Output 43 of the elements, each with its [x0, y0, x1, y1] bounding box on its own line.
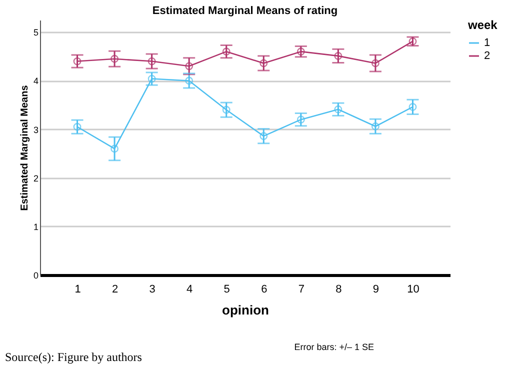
point — [334, 52, 342, 60]
x-tick-label: 9 — [372, 284, 380, 296]
y-tick-label: 5 — [33, 28, 38, 38]
point — [73, 57, 82, 66]
point — [148, 57, 156, 66]
y-tick-label: 1 — [33, 222, 38, 232]
point — [73, 122, 82, 131]
point — [222, 48, 230, 56]
legend-label: 2 — [484, 50, 490, 62]
y-tick-label: 3 — [33, 124, 38, 135]
point — [334, 105, 342, 114]
y-tick-label: 0 — [33, 270, 38, 280]
x-tick-label: 8 — [336, 284, 342, 296]
point — [260, 132, 268, 140]
point — [296, 48, 305, 56]
source-note: Source(s): Figure by authors — [5, 350, 142, 364]
legend-label: 1 — [484, 37, 490, 49]
x-tick-label: 6 — [261, 284, 268, 296]
point — [372, 59, 380, 68]
y-axis-title: Estimated Marginal Means — [19, 84, 30, 211]
legend-title: week — [467, 18, 498, 32]
x-tick-label: 2 — [112, 284, 118, 296]
point — [148, 74, 156, 83]
x-tick-label: 4 — [186, 284, 193, 296]
x-tick-label: 1 — [74, 284, 81, 296]
point — [185, 76, 194, 85]
point — [372, 122, 380, 130]
point — [260, 59, 268, 68]
y-tick-label: 4 — [33, 76, 38, 86]
chart-title: Estimated Marginal Means of rating — [152, 5, 338, 17]
point — [110, 54, 118, 63]
x-tick-label: 5 — [224, 284, 230, 296]
x-tick-label: 3 — [149, 284, 156, 296]
point — [185, 62, 194, 70]
point — [408, 102, 417, 111]
point — [296, 116, 305, 124]
x-axis-title: opinion — [222, 302, 270, 318]
y-tick-label: 2 — [33, 173, 38, 184]
text: Error bars: +/– 1 SE — [294, 342, 374, 352]
point — [110, 144, 118, 153]
x-tick-label: 10 — [407, 284, 420, 296]
point — [222, 106, 230, 114]
x-tick-label: 7 — [298, 284, 304, 296]
